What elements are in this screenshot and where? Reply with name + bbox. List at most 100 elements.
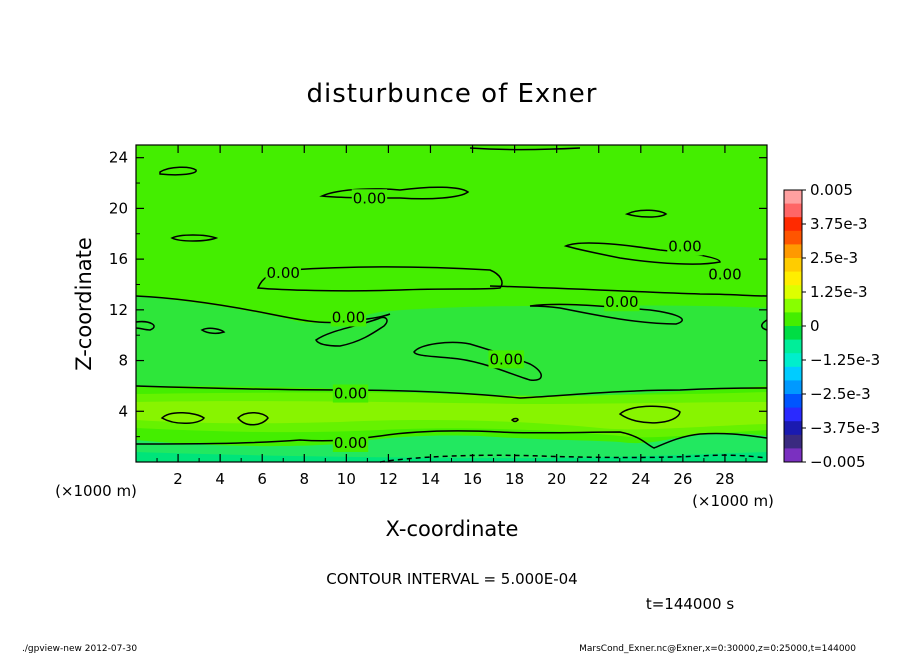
colorbar-segment: [784, 339, 802, 354]
contour-label-background: [604, 293, 640, 312]
contour-label-background: [330, 308, 367, 327]
colorbar-segment: [784, 326, 802, 341]
contour-ellipse-right: [624, 209, 668, 218]
colorbar-label: −0.005: [810, 453, 866, 471]
contour-label-background: [332, 384, 369, 403]
contour-interval-text: CONTOUR INTERVAL = 5.000E-04: [326, 570, 577, 588]
colorbar-segment: [784, 217, 802, 232]
y-axis-label: Z-coordinate: [72, 237, 96, 371]
contour-right-edge: [761, 319, 768, 331]
contour-label-background: [332, 433, 369, 452]
x-tick-label: 8: [299, 470, 309, 488]
x-tick-label: 14: [421, 470, 440, 488]
contour-dot: [510, 417, 519, 423]
contour-upper-right: [563, 242, 721, 265]
contour-label: 0.00: [708, 265, 741, 283]
colorbar-label: −3.75e-3: [810, 419, 880, 437]
contour-level-2: [135, 430, 768, 449]
contour-right-mid: [529, 303, 683, 325]
x-tick-label: 26: [673, 470, 692, 488]
y-tick-label: 24: [109, 149, 128, 167]
colorbar-segment: [784, 366, 802, 381]
field-band-bottom: [136, 452, 767, 462]
x-units-left: (×1000 m): [55, 482, 137, 500]
contour-ellipse-left-mid: [170, 234, 219, 242]
y-tick-label: 16: [109, 250, 128, 268]
contour-level-6: [135, 385, 768, 399]
colorbar-labels: 0.005 3.75e-3 2.5e-3 1.25e-3 0 −1.25e-3 −2.5e-…: [802, 181, 880, 471]
colorbar-label: 3.75e-3: [810, 215, 868, 233]
contour-top-edge: [469, 147, 581, 151]
contour-blob-mid: [413, 341, 542, 381]
colorbar-label: −2.5e-3: [810, 385, 871, 403]
contour-label: 0.00: [334, 434, 367, 452]
contour-ellipse-low-left: [160, 412, 206, 424]
colorbar-label: 2.5e-3: [810, 249, 858, 267]
chart-title: disturbunce of Exner: [307, 79, 598, 109]
colorbar-label: −1.25e-3: [810, 351, 880, 369]
colorbar-segment: [784, 353, 802, 368]
colorbar-segment: [784, 285, 802, 300]
footer-left: ./gpview-new 2012-07-30: [22, 644, 137, 654]
contour-label: 0.00: [353, 189, 386, 207]
field-band-lower: [136, 433, 767, 462]
colorbar-segment: [784, 407, 802, 422]
colorbar-segment: [784, 244, 802, 259]
time-text: t=144000 s: [646, 595, 734, 613]
contour-label-background: [667, 237, 703, 256]
y-tick-label: 8: [118, 352, 128, 370]
colorbar-segment: [784, 380, 802, 395]
colorbar-segment: [784, 230, 802, 245]
contour-labels: 0.00 0.00 0.00 0.00 0.00 0.00 0.00 0.00 0.00: [265, 189, 743, 452]
contour-lines: [135, 147, 768, 463]
x-tick-label: 20: [547, 470, 566, 488]
contour-label: 0.00: [605, 293, 638, 311]
contour-field: [136, 145, 767, 462]
contour-label: 0.00: [267, 264, 300, 282]
contour-label: 0.00: [489, 350, 522, 368]
colorbar-label: 0: [810, 317, 820, 335]
x-tick-label: 22: [589, 470, 608, 488]
field-band-positive-core: [136, 401, 767, 430]
footer-right: MarsCond_Exner.nc@Exner,x=0:30000,z=0:25…: [579, 644, 856, 654]
colorbar-segment: [784, 298, 802, 313]
contour-ellipse-top-left: [159, 166, 197, 176]
contour-label: 0.00: [332, 308, 365, 326]
x-tick-label: 24: [631, 470, 650, 488]
contour-label-background: [707, 265, 743, 284]
x-tick-label: 28: [715, 470, 734, 488]
y-tick-label: 20: [109, 199, 128, 217]
colorbar-segment: [784, 434, 802, 449]
contour-ellipse-low-right: [618, 405, 681, 424]
x-tick-label: 4: [215, 470, 225, 488]
contour-ellipse-low-mid: [236, 412, 269, 426]
y-axis-ticks: 4 8 12 16 20 24: [109, 149, 767, 438]
y-tick-label: 12: [109, 301, 128, 319]
contour-small-left: [135, 320, 155, 331]
x-tick-label: 12: [379, 470, 398, 488]
x-axis-label: X-coordinate: [386, 517, 519, 541]
contour-label-background: [488, 350, 524, 369]
x-tick-label: 16: [463, 470, 482, 488]
field-band-middle: [136, 296, 767, 396]
x-tick-label: 18: [505, 470, 524, 488]
colorbar-segment: [784, 258, 802, 273]
colorbar-segment: [784, 394, 802, 409]
contour-label: 0.00: [334, 385, 367, 403]
contour-label-background: [265, 264, 301, 283]
colorbar-segment: [784, 190, 802, 205]
colorbar-segment: [784, 448, 802, 463]
x-tick-label: 2: [173, 470, 183, 488]
x-units-right: (×1000 m): [692, 492, 774, 510]
contour-label-background: [351, 189, 388, 208]
colorbar-segment: [784, 312, 802, 327]
colorbar-segment: [784, 271, 802, 286]
contour-level-12-right: [489, 285, 768, 297]
contour-label: 0.00: [668, 237, 701, 255]
colorbar-segment: [784, 421, 802, 436]
y-tick-label: 4: [118, 402, 128, 420]
colorbar-segment: [784, 203, 802, 218]
colorbar-label: 0.005: [810, 181, 853, 199]
x-tick-label: 6: [257, 470, 267, 488]
